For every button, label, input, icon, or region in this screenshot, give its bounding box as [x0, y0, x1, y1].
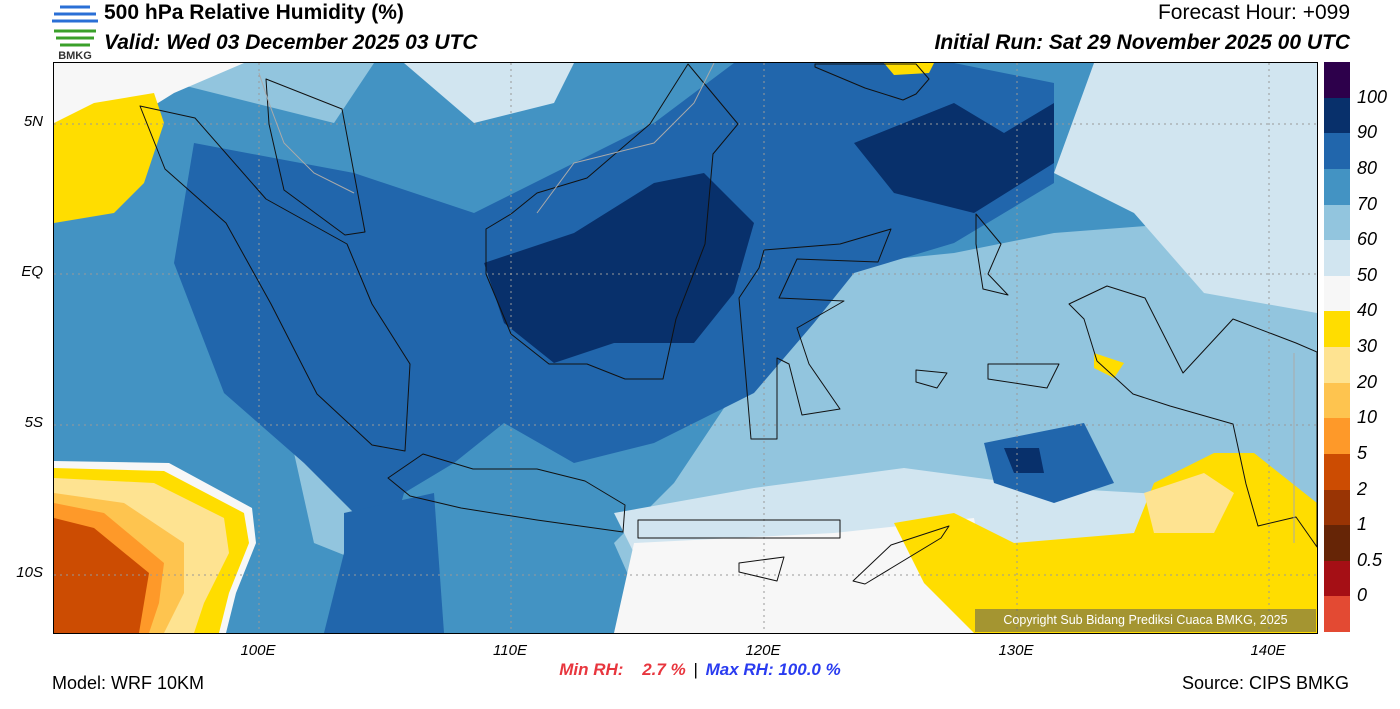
lon-label-130e: 130E	[998, 642, 1034, 659]
map-title: 500 hPa Relative Humidity (%)	[104, 1, 404, 24]
colorbar-label: 30	[1357, 336, 1378, 356]
bmkg-logo: BMKG	[50, 1, 100, 62]
java-coast	[387, 453, 626, 533]
new-guinea-coast	[1068, 285, 1318, 548]
colorbar-segment	[1324, 560, 1350, 597]
colorbar-segment	[1324, 418, 1350, 454]
colorbar-segment	[1324, 382, 1350, 419]
lon-label-110e: 110E	[493, 642, 527, 659]
colorbar-segment	[1324, 62, 1350, 98]
colorbar-segment	[1324, 97, 1350, 134]
colorbar-segment	[1324, 240, 1350, 276]
seram-coast	[987, 363, 1060, 389]
forecast-hour: Forecast Hour: +099	[1157, 1, 1350, 24]
colorbar-segment	[1324, 311, 1350, 347]
colorbar-label: 90	[1357, 122, 1378, 143]
colorbar	[1324, 62, 1350, 632]
colorbar-label: 2	[1357, 478, 1368, 499]
lon-label-140e: 140E	[1250, 642, 1286, 659]
colorbar-segment	[1324, 347, 1350, 383]
colorbar-label: 20	[1357, 371, 1378, 392]
min-rh-value: 2.7 %	[642, 660, 686, 679]
buru-coast	[915, 369, 948, 389]
colorbar-segment	[1324, 453, 1350, 490]
lat-label-10s: 10S	[16, 564, 43, 581]
lon-label-120e: 120E	[745, 642, 781, 659]
lat-label-5s: 5S	[24, 414, 43, 431]
valid-time: Valid: Wed 03 December 2025 03 UTC	[104, 31, 478, 54]
colorbar-label: 1	[1357, 514, 1368, 535]
colorbar-label: 100	[1357, 86, 1388, 107]
colorbar-label: 0.5	[1357, 549, 1383, 570]
rh-stats: Min RH: 2.7 % | Max RH: 100.0 %	[0, 660, 1400, 680]
border-line	[536, 62, 715, 214]
min-rh-label: Min RH:	[559, 660, 624, 679]
colorbar-segment	[1324, 168, 1350, 205]
halmahera-coast	[975, 213, 1009, 296]
source-label: Source: CIPS BMKG	[1181, 673, 1349, 693]
border-line	[258, 72, 355, 194]
initial-run: Initial Run: Sat 29 November 2025 00 UTC	[934, 31, 1350, 54]
max-rh-value: 100.0 %	[778, 660, 841, 679]
sumatra-coast	[139, 105, 411, 452]
model-label: Model: WRF 10KM	[52, 673, 205, 693]
borneo-coast	[485, 63, 739, 380]
mindanao-coast	[814, 63, 930, 101]
timor-coast	[852, 525, 950, 585]
sulawesi-coast	[738, 228, 892, 440]
humidity-map	[53, 62, 1318, 634]
svg-text:BMKG: BMKG	[58, 50, 92, 61]
malay-peninsula-coast	[265, 78, 366, 236]
colorbar-segment	[1324, 596, 1350, 632]
colorbar-segment	[1324, 275, 1350, 312]
colorbar-segment	[1324, 525, 1350, 561]
colorbar-label: 70	[1357, 193, 1378, 214]
colorbar-segment	[1324, 133, 1350, 169]
nusa-tenggara-coast	[637, 519, 841, 539]
colorbar-label: 10	[1357, 407, 1378, 428]
colorbar-label: 5	[1357, 442, 1368, 463]
colorbar-segment	[1324, 489, 1350, 526]
copyright-notice: Copyright Sub Bidang Prediksi Cuaca BMKG…	[975, 609, 1316, 632]
max-rh-label: Max RH:	[705, 660, 774, 679]
lat-label-5n: 5N	[23, 113, 43, 130]
sumba-coast	[738, 556, 785, 582]
colorbar-segment	[1324, 204, 1350, 241]
colorbar-label: 0	[1357, 585, 1368, 606]
colorbar-label: 50	[1357, 264, 1378, 285]
colorbar-label: 60	[1357, 229, 1378, 250]
colorbar-label: 40	[1357, 300, 1378, 321]
stats-separator: |	[693, 660, 698, 679]
lat-label-eq: EQ	[21, 263, 43, 280]
colorbar-label: 80	[1357, 157, 1378, 178]
lon-label-100e: 100E	[240, 642, 276, 659]
